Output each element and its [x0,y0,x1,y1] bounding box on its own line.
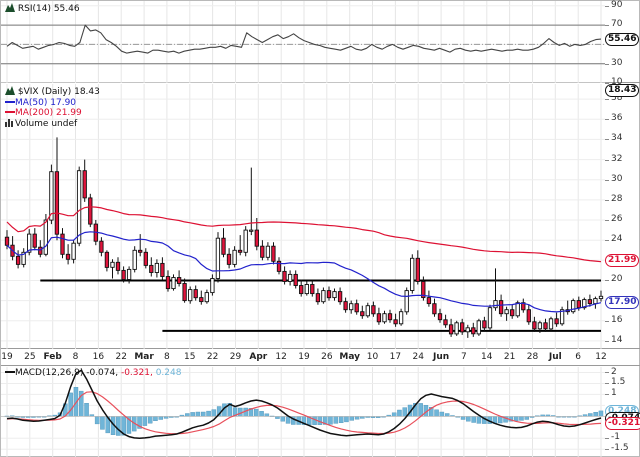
axis-tick-label: 70 [611,19,623,30]
line-icon [5,97,15,106]
mountain-icon [5,3,15,12]
axis-tick [605,438,609,439]
legend-volume[interactable]: Volume undef [5,118,100,129]
date-axis: 19 25 Feb 8 16 22 Mar 8 15 22 29 Apr 12 19 26 May 10 17 24… [1,350,640,366]
date-tick-label: 24 [412,352,424,362]
date-tick-label: Apr [249,352,268,362]
date-tick-label: 17 [389,352,402,362]
date-tick-label: 10 [366,352,379,362]
axis-tick [605,372,609,373]
axis-tick-label: 14 [611,334,623,345]
axis-tick [605,160,609,161]
line-icon [5,367,15,376]
price-legend: $VIX (Daily) 18.43 MA(50) 17.90 MA(200) … [5,86,100,129]
date-tick-label: 19 [1,352,13,362]
date-tick-label: Feb [43,352,62,362]
axis-tick [605,180,609,181]
axis-tick-label: -1.5 [611,443,629,454]
axis-tick-label: 28 [611,193,623,204]
axis-tick [605,341,609,342]
rsi-line-chart [1,1,605,83]
rsi-legend: RSI(14) 55.46 [5,3,80,14]
axis-tick-label: 26 [611,214,623,225]
legend-ma50[interactable]: MA(50) 17.90 [5,97,100,108]
price-tag: 21.99 [605,254,640,268]
rsi-panel: RSI(14) 55.46 90 70 30 10 55.46 [1,0,640,87]
axis-tick-label: 20 [611,274,623,285]
axis-tick-label: 1 [611,388,617,399]
axis-tick-label: 2 [611,366,617,377]
date-tick-label: Mar [134,352,154,362]
date-tick-label: 26 [321,352,333,362]
date-tick-label: 21 [503,352,516,362]
axis-tick [605,139,609,140]
price-tag: -0.321 [605,417,640,431]
legend-ma200[interactable]: MA(200) 21.99 [5,107,100,118]
macd-legend: MACD(12,26,9) -0.074, -0.321, 0.248 [5,367,181,378]
price-tag: 18.43 [605,84,640,97]
date-tick-label: 16 [92,352,105,362]
axis-tick [605,449,609,450]
mountain-icon [5,86,15,95]
axis-tick-label: 36 [611,113,623,124]
candlestick-chart [1,84,605,349]
axis-tick-label: -1 [611,432,620,443]
rsi-plot-area [1,1,640,83]
axis-tick [605,119,609,120]
axis-tick [605,99,609,100]
price-tag: 55.46 [605,33,640,47]
axis-tick [605,64,609,65]
axis-tick [605,383,609,384]
axis-tick [605,220,609,221]
date-tick-label: 28 [526,352,539,362]
axis-tick-label: 1.5 [611,377,626,388]
date-tick-label: 15 [184,352,196,362]
date-tick-label: 14 [481,352,493,362]
axis-tick-label: 90 [611,0,623,10]
legend-symbol[interactable]: $VIX (Daily) 18.43 [5,86,100,97]
axis-tick-label: 16 [611,314,623,325]
axis-tick-label: 10 [611,77,623,87]
axis-tick [605,394,609,395]
date-tick-label: 19 [298,352,310,362]
axis-tick [605,280,609,281]
macd-panel: MACD(12,26,9) -0.074, -0.321, 0.248 2 1.5… [1,367,640,457]
date-tick-label: May [339,352,360,362]
date-tick-label: 22 [206,352,219,362]
date-tick-label: 12 [275,352,287,362]
price-panel: $VIX (Daily) 18.43 MA(50) 17.90 MA(200) … [1,84,640,349]
price-tag: 17.90 [605,295,640,309]
axis-tick [605,83,609,84]
date-tick-label: 29 [229,352,242,362]
date-tick-label: 8 [164,352,170,362]
date-tick-label: Jul [548,352,562,362]
axis-tick [605,6,609,7]
date-tick-label: 25 [24,352,36,362]
axis-tick-label: 32 [611,153,623,164]
macd-legend-label: MACD(12,26,9) -0.074, -0.321, 0.248 [5,367,181,378]
macd-plot-area [1,367,640,457]
date-tick-label: 22 [115,352,127,362]
date-tick-label: Jun [432,352,450,362]
axis-tick-label: 38 [611,93,623,104]
bars-icon [5,118,15,127]
price-plot-area [1,84,640,349]
axis-tick [605,200,609,201]
axis-tick [605,25,609,26]
date-tick-label: 12 [595,352,607,362]
rsi-legend-label: RSI(14) 55.46 [5,3,80,14]
axis-tick-label: 30 [611,173,623,184]
axis-tick-label: 34 [611,133,623,144]
date-tick-label: 6 [575,352,582,362]
axis-tick [605,240,609,241]
macd-chart [1,367,605,457]
axis-tick [605,321,609,322]
date-tick-label: 7 [461,352,467,362]
axis-tick-label: 30 [611,57,623,68]
axis-tick-label: 24 [611,234,623,245]
date-tick-label: 8 [72,352,79,362]
line-icon [5,107,15,116]
